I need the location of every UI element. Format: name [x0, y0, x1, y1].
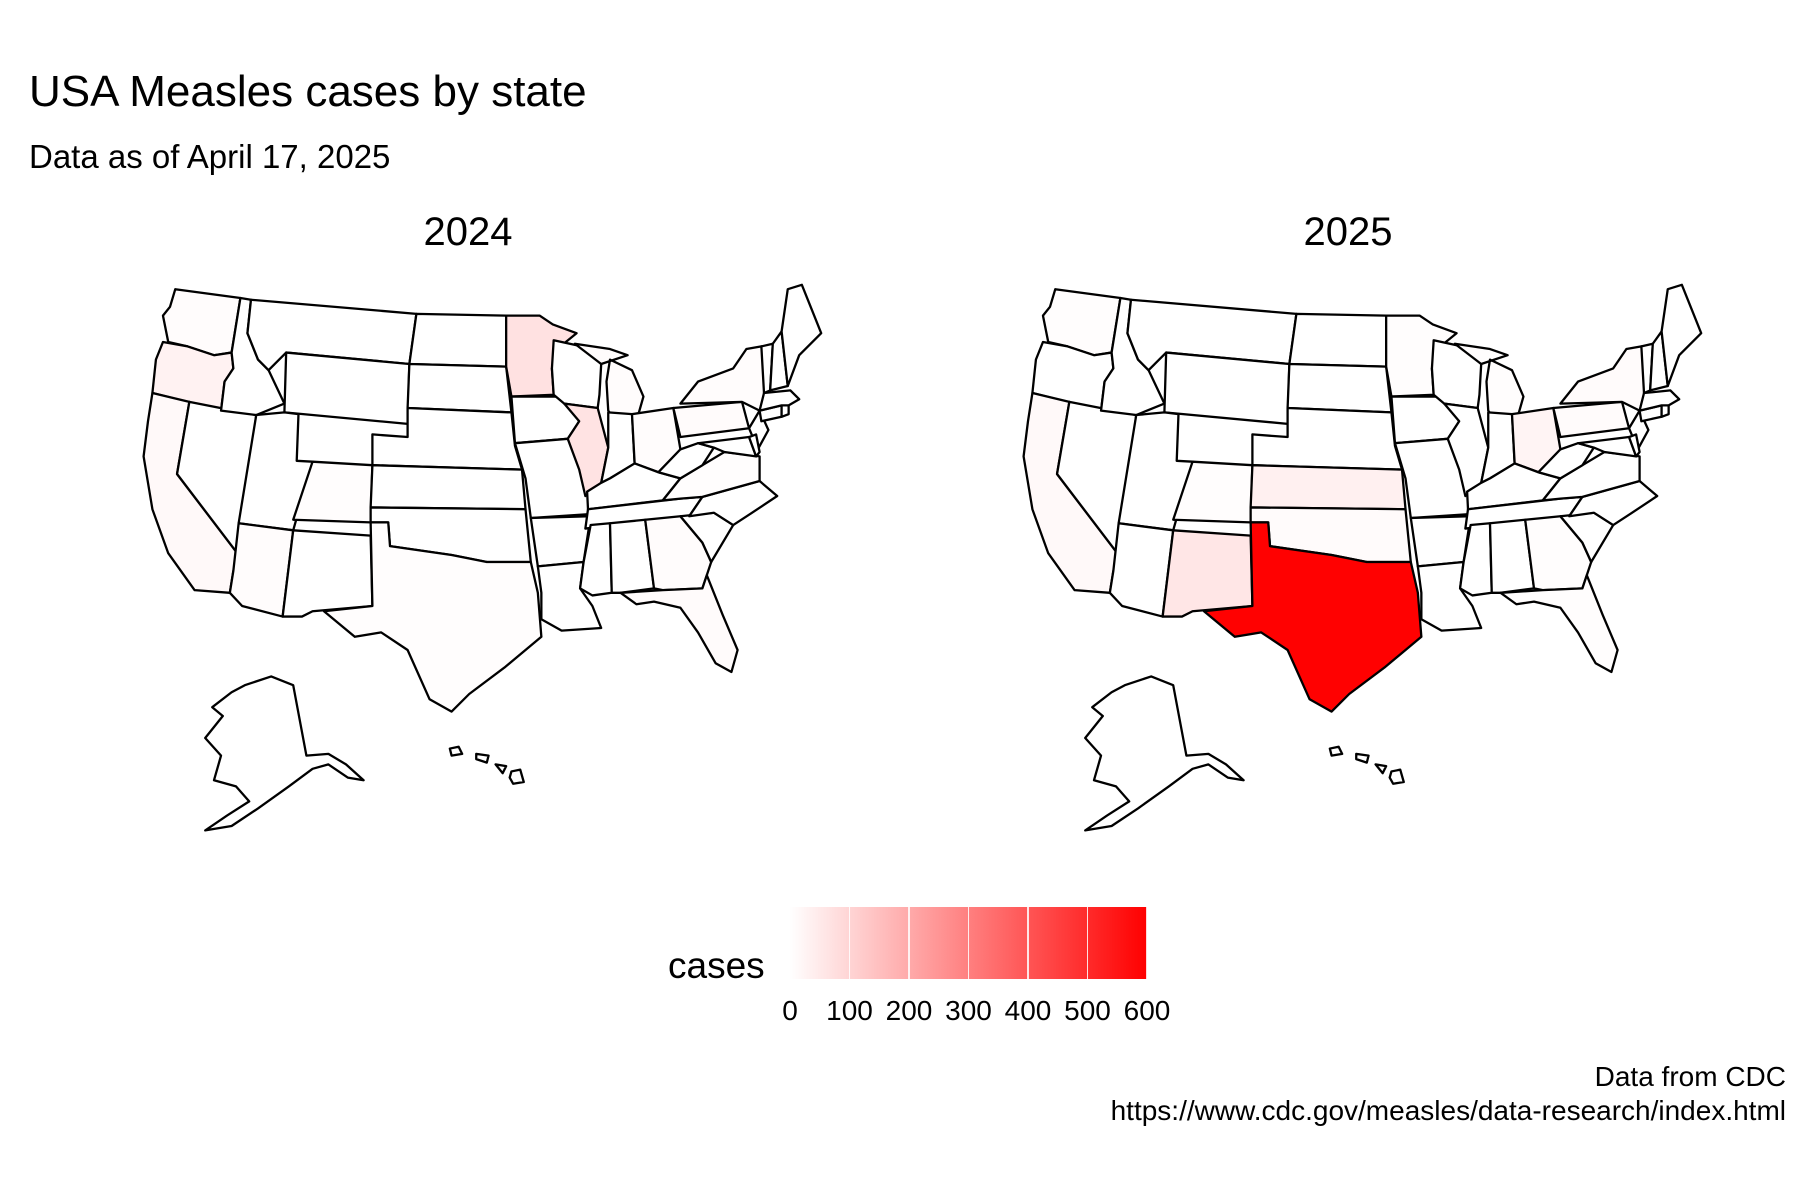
chart-subtitle: Data as of April 17, 2025	[29, 138, 391, 175]
state-north-dakota	[408, 312, 508, 368]
state-south-dakota	[406, 362, 513, 414]
legend-tick-mark	[1027, 907, 1029, 979]
legend-tick-label: 100	[826, 995, 873, 1026]
state-pennsylvania	[1552, 400, 1631, 439]
state-south-dakota	[1286, 362, 1393, 414]
legend-title: cases	[668, 945, 765, 986]
state-illinois	[1443, 402, 1490, 498]
state-new-york	[679, 345, 768, 412]
panel-title-2024: 2024	[423, 210, 513, 254]
legend-tick-label: 400	[1004, 995, 1052, 1026]
legend-tick-label: 200	[885, 995, 933, 1026]
state-illinois	[563, 402, 610, 498]
state-alaska	[1084, 675, 1245, 832]
state-wyoming	[1163, 351, 1291, 425]
panel-title-2025: 2025	[1303, 210, 1393, 254]
state-delaware	[1627, 433, 1641, 458]
legend-tick-mark	[1086, 907, 1088, 979]
caption-source: Data from CDC	[1594, 1061, 1786, 1092]
state-alabama	[1488, 518, 1536, 594]
legend-tick-mark	[967, 907, 969, 979]
state-new-york	[1559, 345, 1648, 412]
state-north-dakota	[1288, 312, 1388, 368]
state-rhode-island	[1660, 404, 1670, 418]
legend-tick-label: 300	[945, 995, 992, 1026]
state-wyoming	[283, 351, 411, 425]
chart-title: USA Measles cases by state	[29, 67, 587, 116]
legend-tick-mark	[848, 907, 850, 979]
state-maine	[780, 283, 823, 388]
state-florida	[619, 574, 739, 674]
legend-tick-label: 500	[1064, 995, 1111, 1026]
state-alabama	[608, 518, 656, 594]
us-map-2024	[142, 283, 823, 832]
state-massachusetts	[1638, 389, 1681, 412]
state-texas	[1202, 521, 1423, 713]
legend-tick-mark	[908, 907, 910, 979]
state-pennsylvania	[672, 400, 751, 439]
state-alaska	[204, 675, 365, 832]
state-new-mexico	[1161, 529, 1254, 618]
state-arkansas	[1409, 515, 1472, 568]
state-kansas	[1249, 464, 1407, 511]
state-texas	[322, 521, 543, 713]
state-hawaii	[448, 745, 525, 785]
state-massachusetts	[758, 389, 801, 412]
state-arkansas	[529, 515, 592, 568]
state-delaware	[747, 433, 761, 458]
legend-tick-label: 0	[782, 995, 798, 1026]
state-maine	[1660, 283, 1703, 388]
legend-tick-mark	[1146, 907, 1148, 979]
state-maryland	[696, 435, 758, 458]
state-hawaii	[1328, 745, 1405, 785]
state-rhode-island	[780, 404, 790, 418]
state-kansas	[369, 464, 527, 511]
state-new-mexico	[281, 529, 374, 618]
legend-tick-label: 600	[1123, 995, 1171, 1026]
state-maryland	[1576, 435, 1638, 458]
caption-url: https://www.cdc.gov/measles/data-researc…	[1110, 1095, 1786, 1126]
us-map-2025	[1022, 283, 1703, 832]
state-florida	[1499, 574, 1619, 674]
